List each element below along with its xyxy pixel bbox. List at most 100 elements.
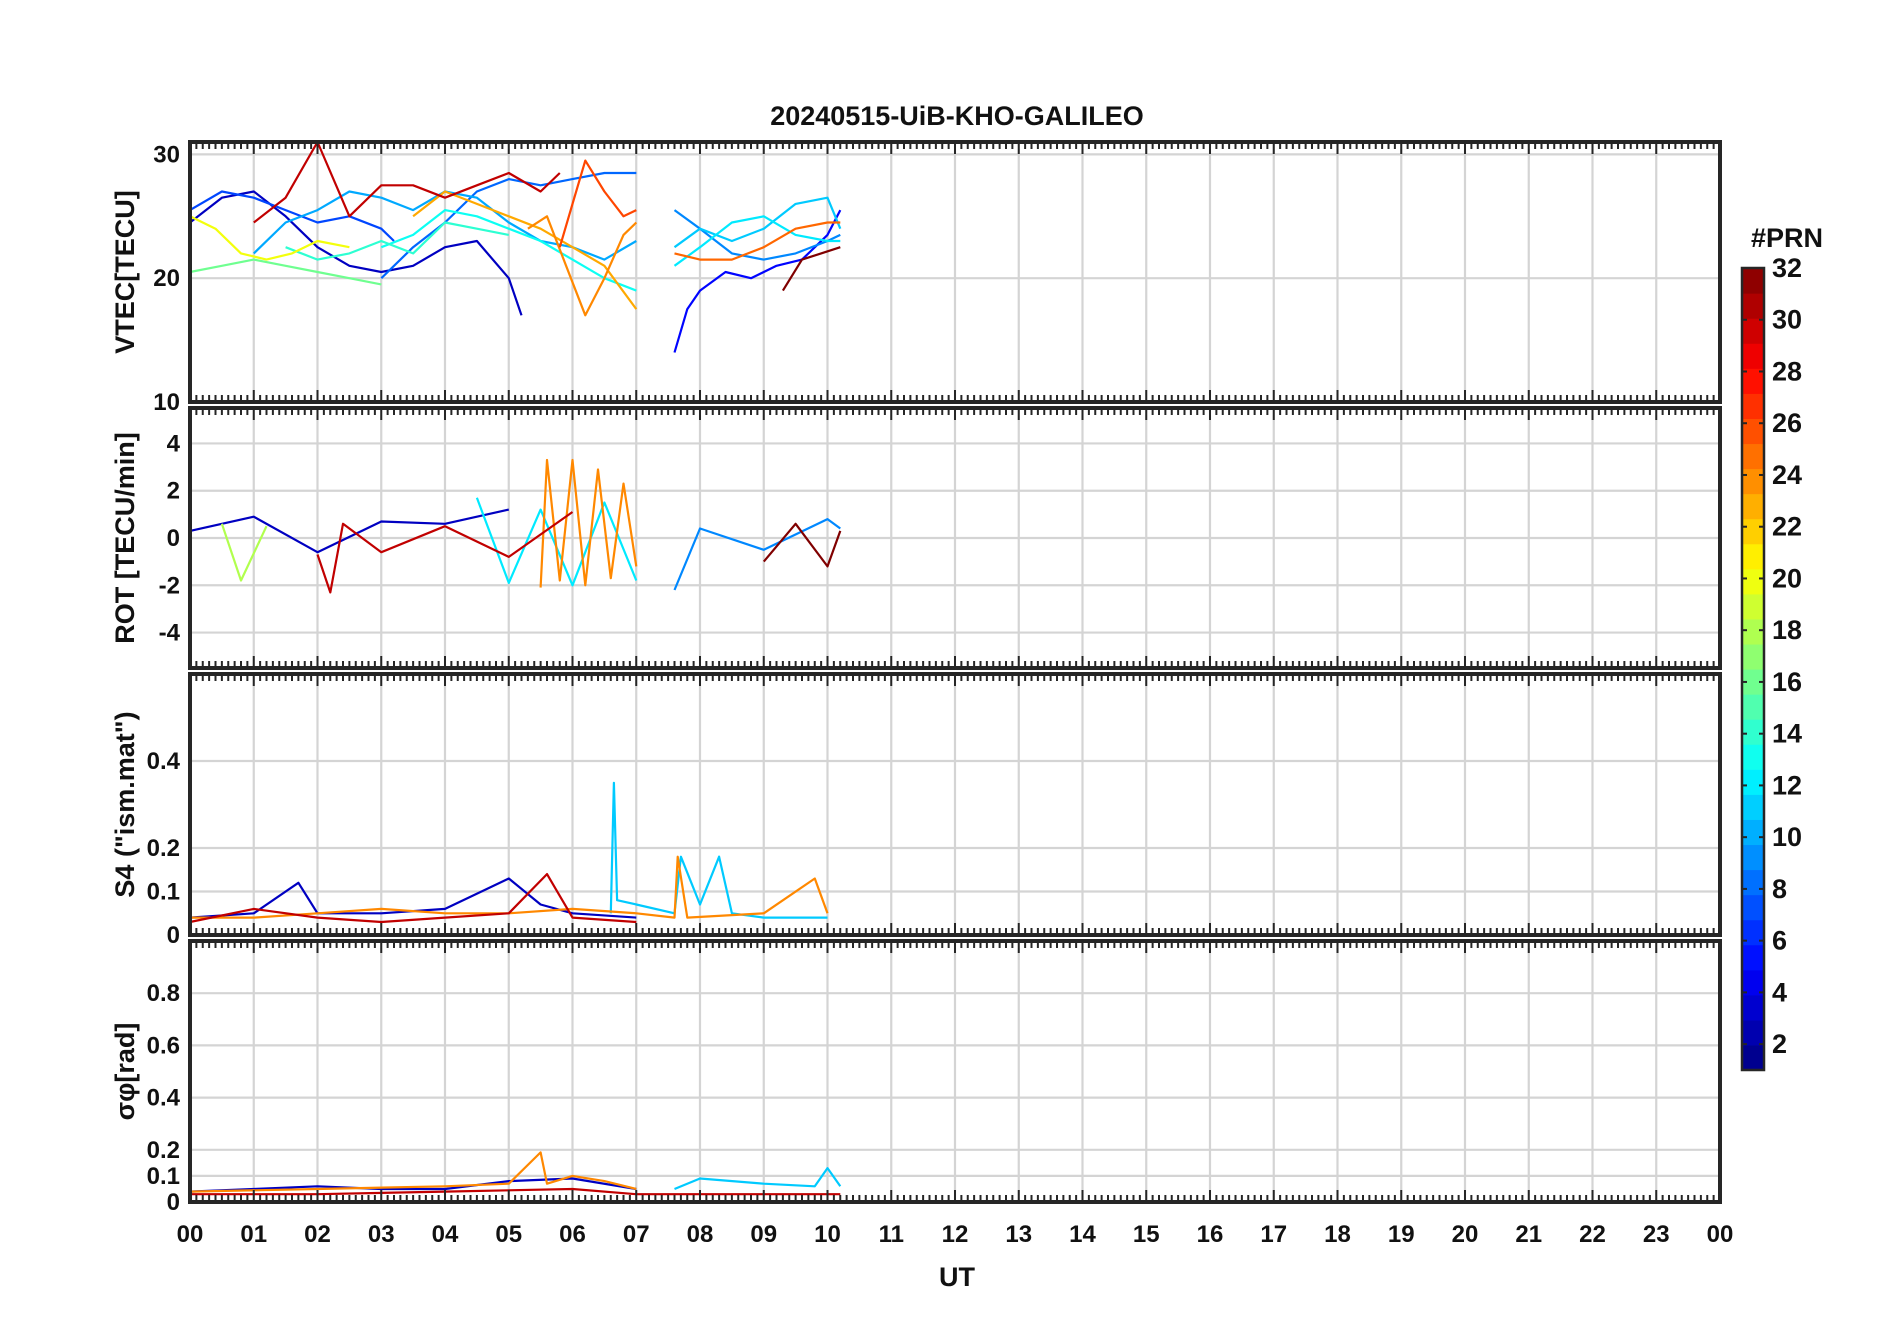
- y-tick-label: 30: [153, 141, 180, 168]
- series-line-prn-30: [189, 872, 637, 924]
- x-tick-label: 10: [814, 1221, 841, 1248]
- x-tick-label: 02: [304, 1221, 331, 1248]
- colorbar-tick-label: 32: [1772, 253, 1802, 283]
- colorbar-segment: [1742, 894, 1764, 921]
- colorbar-segment: [1742, 268, 1764, 294]
- colorbar-segment: [1742, 393, 1764, 419]
- colorbar-segment: [1742, 1044, 1764, 1071]
- series-group: [189, 1151, 842, 1196]
- colorbar-tick-label: 2: [1772, 1029, 1787, 1059]
- colorbar-segment: [1742, 844, 1764, 871]
- colorbar-segment: [1742, 543, 1764, 570]
- colorbar-segment: [1742, 719, 1764, 745]
- colorbar-segment: [1742, 669, 1764, 695]
- colorbar-segment: [1742, 869, 1764, 896]
- colorbar-segment: [1742, 568, 1764, 595]
- series-line-prn-14: [285, 221, 510, 261]
- colorbar-segment: [1742, 769, 1764, 795]
- y-tick-label: -4: [159, 620, 181, 647]
- x-tick-label: 05: [495, 1221, 522, 1248]
- colorbar-segment: [1742, 368, 1764, 394]
- x-axis-label: UT: [939, 1262, 975, 1292]
- colorbar-tick-label: 20: [1772, 563, 1802, 593]
- colorbar-tick-label: 8: [1772, 874, 1787, 904]
- x-tick-label: 13: [1005, 1221, 1032, 1248]
- x-tick-label: 16: [1197, 1221, 1224, 1248]
- series-line-prn-20: [189, 215, 350, 261]
- series-line-prn-3: [189, 508, 510, 554]
- colorbar-segment: [1742, 593, 1764, 620]
- colorbar-tick-label: 28: [1772, 356, 1802, 386]
- colorbar-segment: [1742, 518, 1764, 545]
- panel-rot: -4 -2 0 2 4 ROT [TECU/min]: [110, 406, 1722, 670]
- series-line-prn-24: [189, 1151, 637, 1193]
- series-line-prn-30: [316, 511, 574, 594]
- colorbar-tick-label: 24: [1772, 460, 1802, 490]
- colorbar-segment: [1742, 468, 1764, 495]
- series-group: [189, 781, 829, 924]
- colorbar-segment: [1742, 318, 1764, 344]
- colorbar-segment: [1742, 919, 1764, 946]
- series-line-prn-12: [673, 215, 841, 267]
- colorbar-tick-label: 10: [1772, 822, 1802, 852]
- y-tick-label: 0: [167, 1189, 180, 1216]
- colorbar-tick-label: 12: [1772, 770, 1802, 800]
- y-tick-label: 0.6: [147, 1032, 180, 1059]
- y-tick-label: 10: [153, 389, 180, 416]
- x-tick-label: 21: [1515, 1221, 1542, 1248]
- x-tick-label: 07: [623, 1221, 650, 1248]
- x-tick-label: 01: [240, 1221, 267, 1248]
- y-tick-label: 0.1: [147, 1163, 180, 1190]
- series-line-prn-11: [674, 1166, 842, 1191]
- panel-vtec: 10 20 30 VTEC[TECU]: [110, 140, 1722, 416]
- x-tick-label: 08: [687, 1221, 714, 1248]
- y-tick-label: 0.8: [147, 980, 180, 1007]
- series-line-prn-24: [527, 215, 638, 317]
- x-tick-label: 17: [1260, 1221, 1287, 1248]
- grid: [188, 142, 1722, 404]
- colorbar-tick-label: 18: [1772, 615, 1802, 645]
- panel-sigma_phi: 00.10.2 0.4 0.6 0.8 σφ[rad]: [110, 939, 1722, 1216]
- colorbar-segment: [1742, 694, 1764, 720]
- colorbar-tick-label: 16: [1772, 667, 1802, 697]
- series-group: [189, 458, 842, 594]
- x-tick-label: 00: [1707, 1221, 1734, 1248]
- colorbar-tick-label: 4: [1772, 977, 1787, 1007]
- y-tick-label: -2: [159, 572, 180, 599]
- series-line-prn-23: [412, 190, 638, 310]
- x-tick-label: 09: [750, 1221, 777, 1248]
- y-axis-label: ROT [TECU/min]: [110, 432, 140, 643]
- series-line-prn-11: [609, 781, 828, 919]
- colorbar-segment: [1742, 1019, 1764, 1046]
- y-tick-label: 20: [153, 265, 180, 292]
- colorbar-segment: [1742, 944, 1764, 971]
- series-line-prn-24: [190, 855, 829, 919]
- grid: [188, 941, 1722, 1204]
- colorbar-frame: [1740, 266, 1766, 1072]
- colorbar-label: #PRN: [1751, 223, 1823, 253]
- minor-ticks: [189, 674, 1721, 935]
- colorbar-tick-label: 30: [1772, 305, 1802, 335]
- y-axis-label: S4 ("ism.mat"): [110, 711, 140, 897]
- series-line-prn-25: [674, 221, 841, 261]
- x-tick-label: 00: [177, 1221, 204, 1248]
- colorbar-tick-label: 14: [1772, 719, 1802, 749]
- y-tick-label: 0.4: [147, 1085, 181, 1112]
- y-tick-label: 0: [167, 922, 180, 949]
- chart-title: 20240515-UiB-KHO-GALILEO: [770, 101, 1144, 131]
- x-tick-label: 18: [1324, 1221, 1351, 1248]
- grid: [188, 408, 1722, 668]
- series-line-prn-9: [673, 517, 841, 591]
- x-tick-label: 22: [1579, 1221, 1606, 1248]
- colorbar-segment: [1742, 618, 1764, 645]
- x-tick-label: 04: [432, 1221, 459, 1248]
- panel-s4: 0 0.1 0.2 0.4 S4 ("ism.mat"): [110, 672, 1722, 949]
- series-group: [189, 140, 842, 353]
- colorbar-tick-label: 26: [1772, 408, 1802, 438]
- series-line-prn-16: [189, 258, 382, 286]
- x-tick-label: 19: [1388, 1221, 1415, 1248]
- colorbar-segment: [1742, 744, 1764, 770]
- colorbar-tick-label: 22: [1772, 512, 1802, 542]
- colorbar-segment: [1742, 994, 1764, 1021]
